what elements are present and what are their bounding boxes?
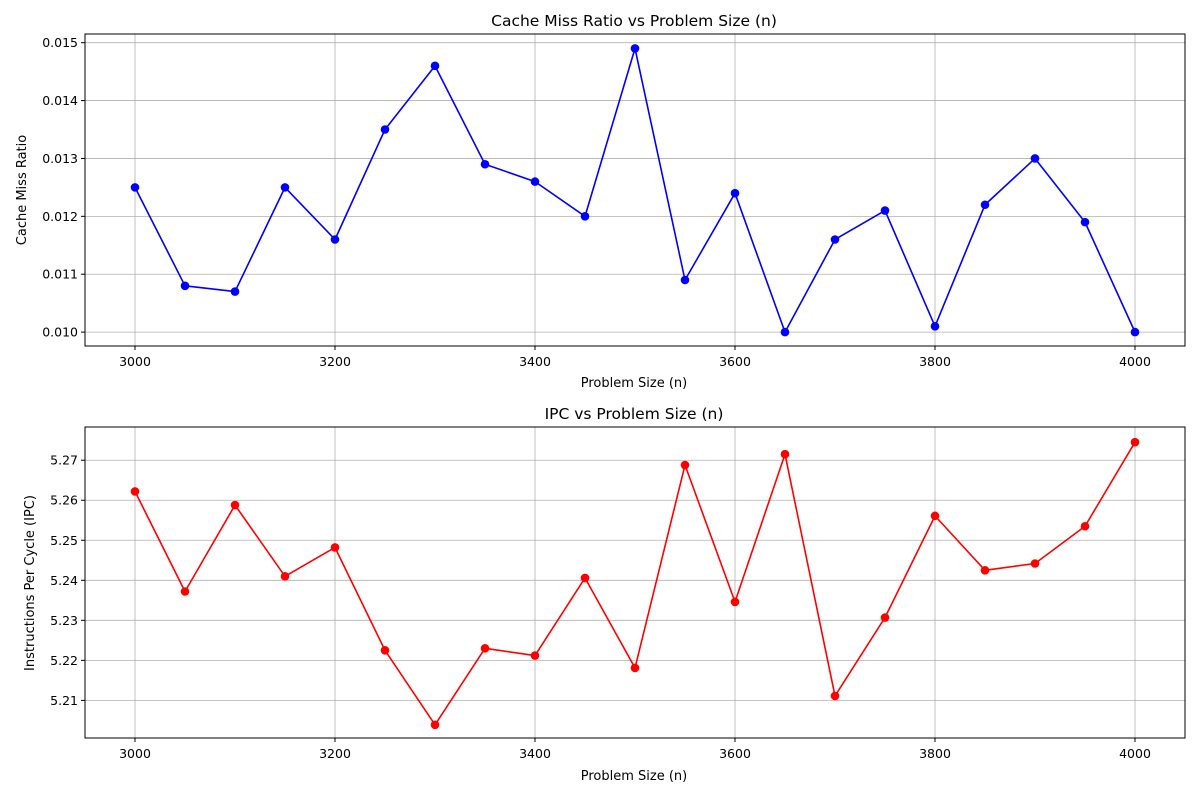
data-point bbox=[1130, 327, 1140, 337]
y-tick-label: 0.014 bbox=[42, 93, 78, 108]
plot-frame bbox=[84, 33, 1186, 347]
data-point bbox=[780, 449, 790, 459]
data-point bbox=[480, 159, 490, 169]
y-tick-label: 5.22 bbox=[50, 653, 78, 668]
chart-title: IPC vs Problem Size (n) bbox=[545, 405, 724, 423]
x-tick-label: 3800 bbox=[919, 354, 951, 369]
x-axis-label: Problem Size (n) bbox=[581, 769, 687, 784]
y-tick-label: 5.25 bbox=[50, 533, 78, 548]
data-point bbox=[830, 691, 840, 701]
data-point bbox=[630, 44, 640, 53]
y-axis-label: Cache Miss Ratio bbox=[15, 135, 30, 245]
data-point bbox=[180, 281, 190, 291]
x-tick-label: 3000 bbox=[119, 746, 151, 761]
data-point bbox=[730, 597, 740, 607]
x-tick-label: 4000 bbox=[1119, 354, 1151, 369]
x-tick-label: 3600 bbox=[719, 354, 751, 369]
y-axis-label: Instructions Per Cycle (IPC) bbox=[23, 495, 38, 671]
data-point bbox=[280, 571, 290, 581]
data-point bbox=[680, 275, 690, 285]
data-point bbox=[480, 644, 490, 653]
data-point bbox=[530, 177, 540, 186]
data-point bbox=[130, 183, 140, 192]
data-point bbox=[180, 587, 190, 596]
data-point bbox=[230, 287, 240, 296]
y-tick-label: 5.26 bbox=[50, 493, 78, 508]
data-point bbox=[1130, 437, 1140, 447]
data-point bbox=[530, 651, 540, 660]
cache-miss-chart: Cache Miss Ratio vs Problem Size (n) Pro… bbox=[15, 12, 1186, 391]
x-axis-label: Problem Size (n) bbox=[581, 376, 687, 391]
y-tick-label: 0.012 bbox=[42, 209, 78, 224]
data-point bbox=[430, 720, 440, 730]
data-point bbox=[580, 573, 590, 583]
data-point bbox=[930, 511, 940, 521]
y-tick-label: 0.013 bbox=[42, 151, 78, 166]
grid bbox=[85, 427, 1185, 738]
y-tick-label: 5.27 bbox=[50, 453, 78, 468]
x-tick-label: 3000 bbox=[119, 354, 151, 369]
ipc-chart: IPC vs Problem Size (n) Problem Size (n)… bbox=[23, 405, 1186, 784]
data-point bbox=[730, 188, 740, 198]
data-point bbox=[980, 565, 990, 575]
data-point bbox=[230, 500, 240, 510]
data-point bbox=[980, 200, 990, 210]
chart-title: Cache Miss Ratio vs Problem Size (n) bbox=[491, 12, 777, 30]
y-tick-label: 0.015 bbox=[42, 35, 78, 50]
data-point bbox=[830, 235, 840, 244]
x-tick-label: 3200 bbox=[319, 354, 351, 369]
plot-frame bbox=[84, 426, 1186, 739]
data-point bbox=[1030, 559, 1040, 568]
y-tick-label: 5.24 bbox=[50, 573, 78, 588]
x-tick-label: 3400 bbox=[519, 354, 551, 369]
data-point bbox=[1030, 154, 1040, 163]
x-tick-label: 3600 bbox=[719, 746, 751, 761]
data-point bbox=[280, 183, 290, 192]
data-point bbox=[880, 206, 890, 215]
x-tick-label: 3400 bbox=[519, 746, 551, 761]
data-point bbox=[330, 543, 340, 552]
data-point bbox=[330, 235, 340, 244]
y-tick-label: 5.23 bbox=[50, 613, 78, 628]
data-point bbox=[880, 613, 890, 622]
data-point bbox=[930, 322, 940, 331]
x-tick-label: 4000 bbox=[1119, 746, 1151, 761]
data-point bbox=[680, 460, 690, 470]
grid bbox=[85, 34, 1185, 346]
data-point bbox=[1080, 521, 1090, 531]
y-tick-label: 5.21 bbox=[50, 693, 78, 708]
data-point bbox=[1080, 217, 1090, 227]
data-point bbox=[380, 646, 390, 655]
x-tick-label: 3800 bbox=[919, 746, 951, 761]
y-tick-label: 0.010 bbox=[42, 325, 78, 340]
data-point bbox=[430, 61, 440, 71]
data-point bbox=[780, 327, 790, 337]
data-point bbox=[380, 125, 390, 134]
x-tick-label: 3200 bbox=[319, 746, 351, 761]
data-point bbox=[130, 487, 140, 496]
data-point bbox=[580, 212, 590, 221]
data-point bbox=[630, 663, 640, 673]
y-tick-label: 0.011 bbox=[42, 267, 78, 282]
